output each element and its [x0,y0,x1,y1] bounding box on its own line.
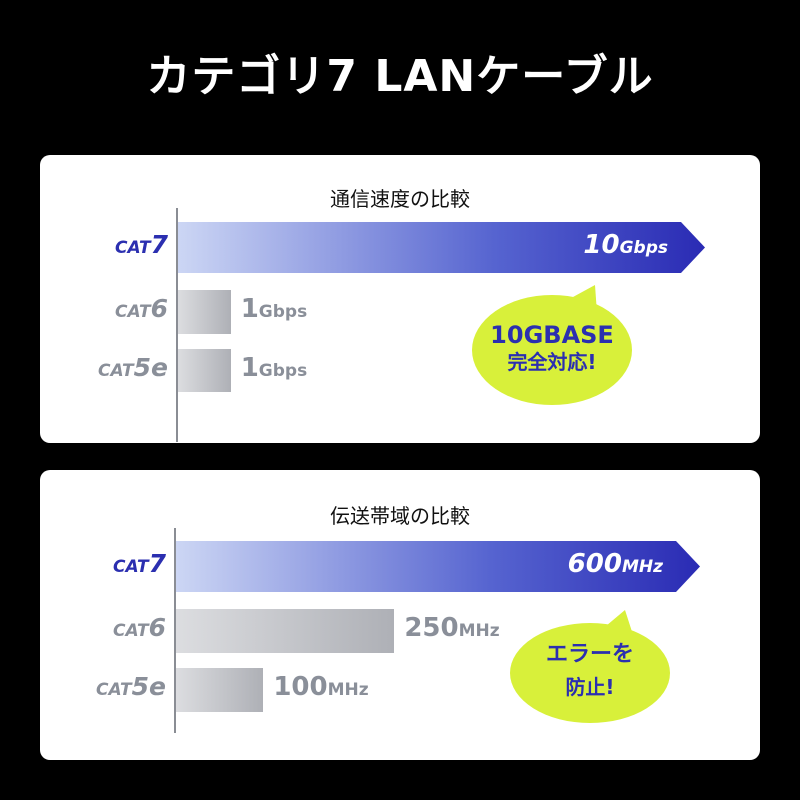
category-number: 6 [150,294,168,323]
category-number: 5e [131,672,166,701]
callout-line1: エラーを [545,642,634,667]
callout-line1: 10GBASE [490,321,614,349]
value-number: 10 [583,229,620,260]
bubble-body [510,623,670,723]
value-unit: Gbps [258,302,308,322]
category-label: CAT7 [38,230,168,259]
bar [176,609,395,653]
value-number: 1 [240,352,259,383]
category-number: 7 [150,229,168,259]
bubble-tail [562,285,597,313]
category-number: 5e [133,352,168,382]
bandwidth-comparison-panel: 伝送帯域の比較 エラーを 防止! CAT7 600MHz CAT6 250MHz CAT5e 1… [40,470,760,760]
category-number: 6 [148,613,166,642]
value-label: 1Gbps [241,353,308,383]
callout-line2: 防止! [565,675,615,699]
value-unit: MHz [327,680,369,700]
category-prefix: CAT [114,302,151,322]
value-number: 600 [567,548,622,579]
category-number: 7 [148,548,166,578]
chart-title: 伝送帯域の比較 [330,504,470,528]
category-label: CAT6 [38,294,168,323]
speed-comparison-panel: 通信速度の比較 10GBASE 完全対応! CAT7 10Gbps CAT6 1Gbps CA… [40,155,760,443]
category-prefix: CAT [112,556,149,577]
bubble-body [472,295,632,405]
value-unit: Gbps [258,360,308,381]
callout-line2: 完全対応! [507,350,597,374]
value-label: 10Gbps [583,230,668,260]
bar [176,668,264,712]
category-prefix: CAT [98,360,134,381]
callout-bubble [510,610,670,723]
value-unit: Gbps [619,237,668,258]
value-number: 250 [404,613,459,643]
bar [178,222,705,273]
category-prefix: CAT [96,680,132,700]
bar [178,290,231,334]
value-unit: MHz [458,621,500,641]
category-prefix: CAT [112,621,149,641]
category-prefix: CAT [114,237,151,258]
chart-title: 通信速度の比較 [330,187,470,211]
value-number: 100 [273,672,328,702]
bar [176,541,700,592]
page-title: カテゴリ7 LANケーブル [146,51,654,102]
category-label: CAT5e [38,353,168,382]
value-label: 100MHz [273,672,368,702]
bar [178,349,231,392]
category-label: CAT6 [36,613,166,642]
bubble-tail [600,610,635,641]
value-label: 600MHz [568,549,663,579]
value-label: 250MHz [404,613,499,643]
value-number: 1 [240,294,259,324]
value-label: 1Gbps [241,294,308,324]
category-label: CAT7 [36,549,166,578]
value-unit: MHz [621,556,663,577]
axis-line [174,528,176,733]
category-label: CAT5e [36,672,166,701]
axis-line [176,208,178,442]
callout-bubble [472,285,632,405]
